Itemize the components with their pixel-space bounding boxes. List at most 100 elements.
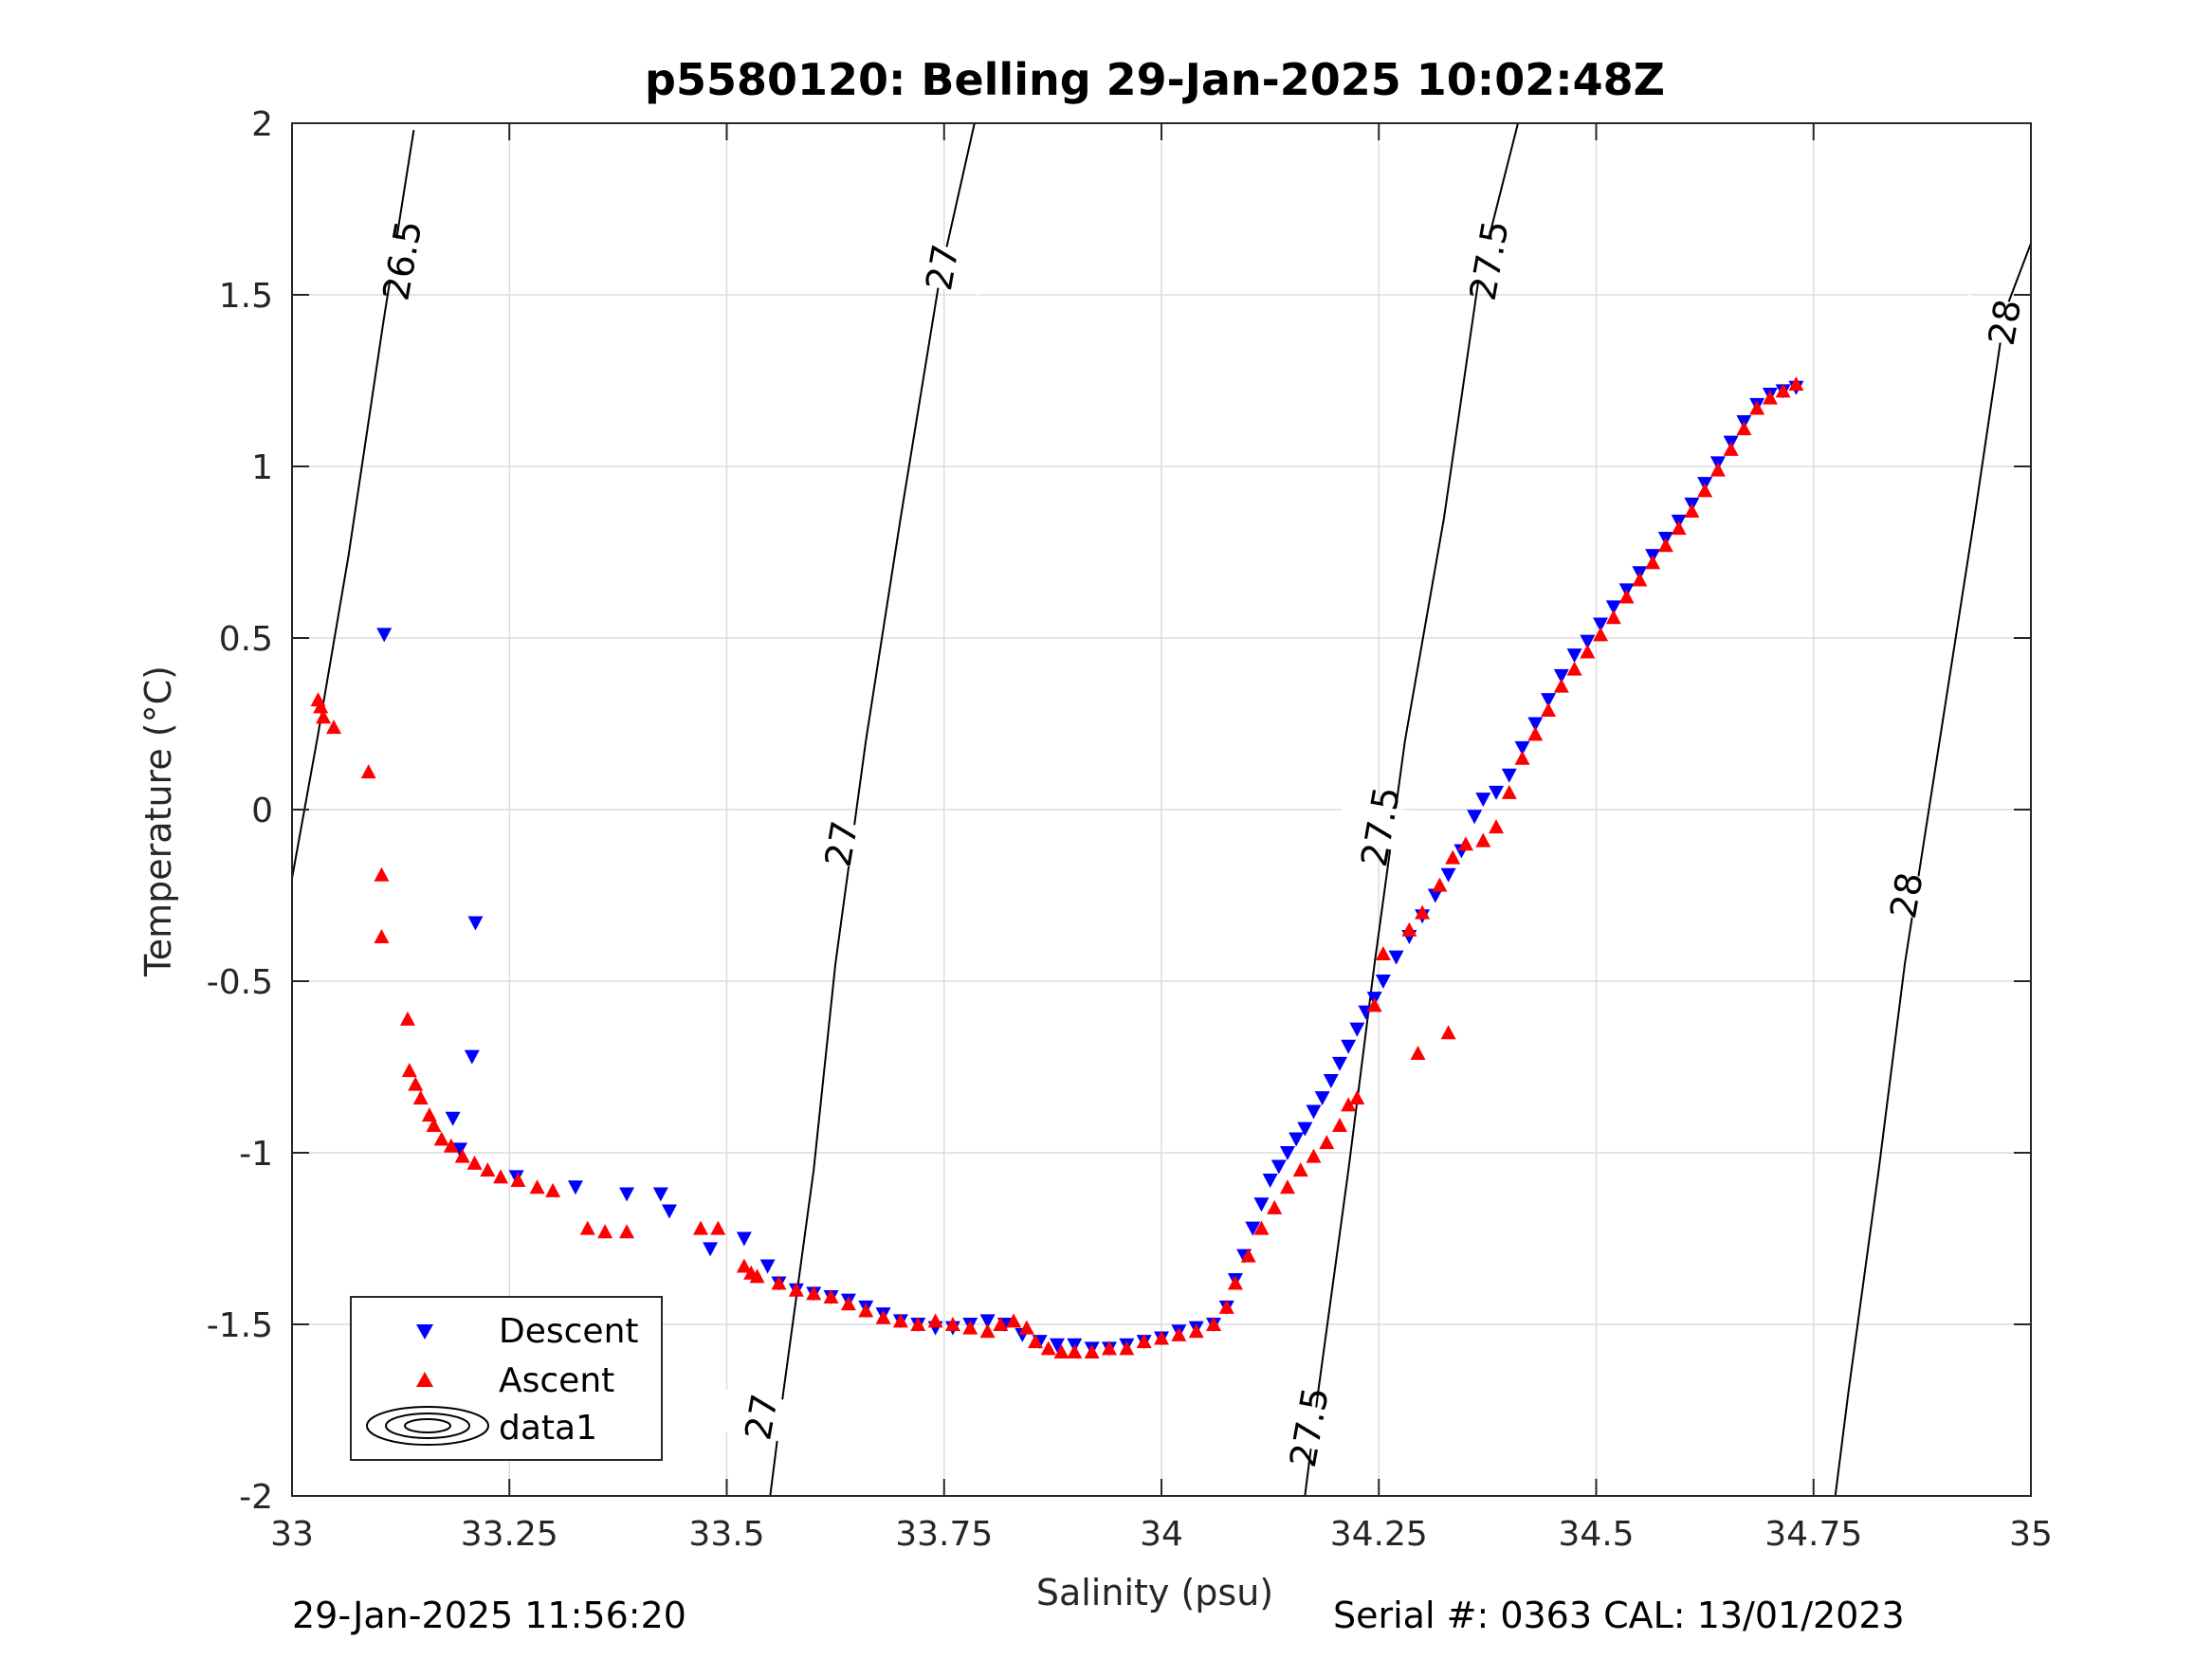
ascent-point-10	[412, 1090, 429, 1105]
ascent-point-64	[1292, 1162, 1308, 1177]
ascent-point-39	[927, 1313, 943, 1328]
descent-point-7	[619, 1187, 635, 1202]
axes-box	[291, 122, 2032, 1497]
descent-point-6	[567, 1180, 583, 1195]
x-tick-label-0: 33	[270, 1515, 314, 1554]
ascent-point-99	[1762, 390, 1778, 405]
ascent-point-86	[1593, 627, 1609, 642]
ascent-point-38	[910, 1317, 926, 1331]
descent-point-25	[979, 1314, 996, 1329]
ascent-point-56	[1188, 1323, 1204, 1339]
y-tick-label-2: 1	[251, 448, 273, 487]
ascent-point-51	[1101, 1340, 1117, 1356]
descent-point-2	[464, 1049, 480, 1065]
ascent-point-25	[692, 1220, 708, 1235]
descent-point-62	[1440, 867, 1456, 883]
descent-point-12	[759, 1259, 776, 1274]
ascent-point-12	[426, 1118, 442, 1133]
ascent-point-94	[1697, 483, 1713, 498]
ascent-point-3	[326, 720, 342, 735]
isopycnal-line-3	[1834, 243, 2032, 1497]
descent-point-58	[1388, 950, 1404, 965]
x-tick-label-6: 34.5	[1558, 1515, 1634, 1554]
ascent-point-68	[1341, 1097, 1357, 1112]
ascent-point-16	[466, 1155, 483, 1170]
ascent-point-5	[374, 866, 390, 882]
ascent-point-60	[1240, 1248, 1256, 1263]
ascent-point-44	[1006, 1313, 1022, 1328]
ascent-point-81	[1527, 726, 1544, 741]
ascent-point-4	[360, 764, 376, 779]
descent-point-73	[1580, 634, 1596, 649]
ascent-point-85	[1580, 644, 1596, 659]
y-tick-labels: 2 1.5 1 0.5 0 -0.5 -1 -1.5 -2	[207, 105, 273, 1517]
descent-point-46	[1279, 1146, 1295, 1160]
y-tick-label-5: -0.5	[207, 963, 273, 1002]
descent-point-52	[1331, 1056, 1347, 1071]
isopycnal-label-bg	[1444, 232, 1534, 289]
descent-point-4	[451, 1142, 467, 1158]
descent-point-10	[703, 1242, 719, 1257]
ascent-point-92	[1671, 520, 1687, 536]
ascent-point-31	[788, 1282, 804, 1297]
ascent-point-66	[1319, 1135, 1335, 1150]
descent-point-44	[1262, 1173, 1278, 1188]
ascent-point-57	[1206, 1317, 1222, 1331]
ascent-point-22	[579, 1220, 595, 1235]
ascent-point-83	[1553, 678, 1569, 693]
descent-point-57	[1375, 975, 1391, 989]
ascent-point-18	[493, 1169, 509, 1184]
descent-point-53	[1341, 1039, 1357, 1054]
descent-point-48	[1297, 1121, 1313, 1137]
ascent-point-63	[1279, 1179, 1295, 1194]
ascent-point-35	[858, 1303, 874, 1318]
x-tick-labels: 33 33.25 33.5 33.75 34 34.25 34.5 34.75 35	[270, 1515, 2053, 1554]
ascent-point-43	[993, 1317, 1009, 1331]
descent-point-29	[1049, 1338, 1065, 1353]
x-axis-label: Salinity (psu)	[1036, 1572, 1273, 1613]
ascent-point-6	[374, 928, 390, 943]
footer-timestamp: 29-Jan-2025 11:56:20	[292, 1595, 686, 1636]
ascent-point-54	[1154, 1330, 1169, 1345]
ascent-point-80	[1514, 750, 1530, 765]
descent-point-54	[1349, 1022, 1365, 1037]
descent-point-8	[652, 1187, 668, 1202]
isopycnal-line-2	[1304, 122, 1519, 1497]
descent-point-51	[1323, 1073, 1339, 1088]
descent-point-69	[1527, 717, 1544, 732]
legend-ascent-label: Ascent	[499, 1361, 614, 1400]
descent-point-9	[661, 1204, 677, 1219]
isopycnal-label-bg	[897, 239, 988, 296]
x-tick-label-4: 34	[1140, 1515, 1183, 1554]
x-tick-label-1: 33.25	[461, 1515, 558, 1554]
ascent-point-59	[1227, 1275, 1243, 1290]
ascent-point-82	[1541, 702, 1557, 718]
descent-point-72	[1566, 648, 1582, 664]
ascent-point-73	[1415, 904, 1431, 920]
ascent-point-69	[1349, 1090, 1365, 1105]
descent-point-64	[1467, 810, 1483, 825]
isopycnal-label-1-0: 27	[737, 1391, 786, 1443]
ascent-point-77	[1475, 832, 1491, 848]
descent-point-68	[1514, 740, 1530, 756]
ascent-point-45	[1018, 1320, 1034, 1335]
ascent-point-79	[1501, 784, 1517, 799]
isopycnal-label-1-1: 27	[817, 818, 867, 870]
ascent-point-36	[875, 1309, 891, 1324]
ascent-point-37	[892, 1313, 908, 1328]
ascent-point-19	[510, 1172, 526, 1187]
ascent-point-88	[1618, 589, 1635, 604]
ascent-point-21	[545, 1182, 561, 1197]
ascent-point-89	[1632, 572, 1648, 587]
ascent-point-102	[1410, 1046, 1426, 1061]
legend-data1-label: data1	[499, 1409, 597, 1448]
x-tick-label-7: 34.75	[1764, 1515, 1862, 1554]
ascent-point-65	[1306, 1148, 1322, 1163]
legend-box	[350, 1296, 663, 1461]
descent-point-43	[1253, 1197, 1270, 1212]
ascent-point-17	[480, 1162, 496, 1177]
descent-point-49	[1306, 1104, 1322, 1120]
y-tick-label-0: 2	[251, 105, 273, 144]
descent-point-47	[1289, 1132, 1305, 1147]
ascent-point-2	[316, 709, 332, 724]
